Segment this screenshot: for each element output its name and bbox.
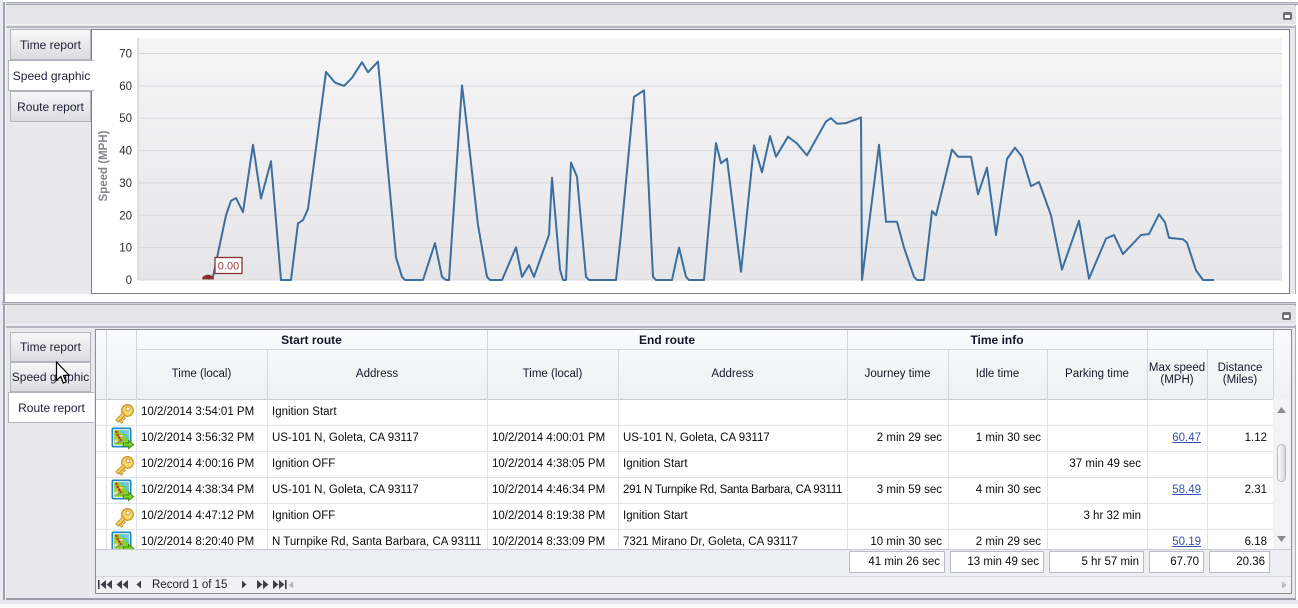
svg-text:30: 30 bbox=[119, 178, 132, 190]
svg-text:0: 0 bbox=[126, 275, 132, 287]
svg-text:10: 10 bbox=[119, 243, 132, 255]
svg-text:50: 50 bbox=[119, 113, 132, 125]
svg-text:20: 20 bbox=[119, 210, 132, 222]
svg-text:40: 40 bbox=[119, 146, 132, 158]
svg-text:0.00: 0.00 bbox=[218, 261, 239, 273]
svg-text:60: 60 bbox=[119, 81, 132, 93]
svg-text:Speed (MPH): Speed (MPH) bbox=[98, 130, 110, 201]
svg-text:70: 70 bbox=[119, 49, 132, 61]
